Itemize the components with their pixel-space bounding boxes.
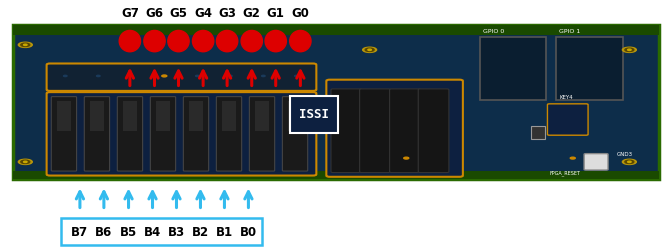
Circle shape <box>163 75 166 77</box>
Circle shape <box>570 157 575 159</box>
Circle shape <box>623 159 636 164</box>
FancyBboxPatch shape <box>331 89 362 173</box>
Circle shape <box>625 48 634 52</box>
Circle shape <box>97 75 100 77</box>
Bar <box>156 101 170 131</box>
Bar <box>13 171 659 179</box>
Circle shape <box>130 75 133 77</box>
FancyBboxPatch shape <box>47 92 316 176</box>
Ellipse shape <box>216 30 238 52</box>
Bar <box>254 101 269 131</box>
Circle shape <box>162 75 166 77</box>
Circle shape <box>404 157 409 159</box>
Circle shape <box>23 44 27 46</box>
FancyBboxPatch shape <box>183 97 208 171</box>
Text: G5: G5 <box>169 7 188 20</box>
Text: KEY4: KEY4 <box>559 95 573 100</box>
Text: B6: B6 <box>95 226 113 239</box>
Text: ISSI: ISSI <box>298 108 329 121</box>
Circle shape <box>365 48 374 52</box>
Bar <box>13 25 659 179</box>
Circle shape <box>21 160 30 164</box>
Circle shape <box>63 75 67 77</box>
Circle shape <box>368 49 372 51</box>
Ellipse shape <box>192 30 214 52</box>
Ellipse shape <box>241 30 262 52</box>
Circle shape <box>19 159 32 164</box>
Ellipse shape <box>144 30 165 52</box>
Text: B1: B1 <box>216 226 233 239</box>
FancyBboxPatch shape <box>216 97 242 171</box>
Circle shape <box>625 160 634 164</box>
Bar <box>556 37 623 100</box>
Ellipse shape <box>265 30 286 52</box>
Bar <box>61 218 262 245</box>
Circle shape <box>19 42 32 47</box>
Bar <box>13 25 659 35</box>
Circle shape <box>21 43 30 47</box>
FancyBboxPatch shape <box>326 80 463 177</box>
FancyBboxPatch shape <box>51 97 77 171</box>
Ellipse shape <box>119 30 141 52</box>
Text: B2: B2 <box>192 226 209 239</box>
Bar <box>57 101 71 131</box>
FancyBboxPatch shape <box>85 97 110 171</box>
FancyBboxPatch shape <box>360 89 390 173</box>
FancyBboxPatch shape <box>418 89 449 173</box>
Bar <box>90 101 105 131</box>
Bar <box>123 101 137 131</box>
Circle shape <box>627 49 631 51</box>
FancyBboxPatch shape <box>47 63 316 91</box>
FancyBboxPatch shape <box>117 97 143 171</box>
Circle shape <box>262 75 265 77</box>
Bar <box>188 101 203 131</box>
Text: G3: G3 <box>218 7 236 20</box>
Text: G1: G1 <box>267 7 284 20</box>
Circle shape <box>23 161 27 163</box>
FancyBboxPatch shape <box>282 97 308 171</box>
Circle shape <box>196 75 199 77</box>
Text: B7: B7 <box>71 226 89 239</box>
Text: B5: B5 <box>120 226 137 239</box>
Text: G4: G4 <box>194 7 212 20</box>
FancyBboxPatch shape <box>390 89 420 173</box>
Text: G0: G0 <box>292 7 309 20</box>
FancyBboxPatch shape <box>151 97 176 171</box>
Circle shape <box>294 75 298 77</box>
Circle shape <box>627 161 631 163</box>
Bar <box>480 37 546 100</box>
Ellipse shape <box>290 30 311 52</box>
Bar <box>288 101 302 131</box>
Bar <box>531 126 545 139</box>
Text: FPGA_RESET: FPGA_RESET <box>549 170 581 176</box>
Text: GND3: GND3 <box>617 152 633 157</box>
Bar <box>222 101 236 131</box>
FancyBboxPatch shape <box>249 97 274 171</box>
Circle shape <box>363 47 376 52</box>
Text: GPIO 1: GPIO 1 <box>559 29 581 34</box>
Text: B3: B3 <box>168 226 185 239</box>
Circle shape <box>623 47 636 52</box>
Text: B4: B4 <box>144 226 161 239</box>
Text: G2: G2 <box>243 7 260 20</box>
Text: G7: G7 <box>121 7 139 20</box>
Text: GPIO 0: GPIO 0 <box>483 29 504 34</box>
Ellipse shape <box>168 30 189 52</box>
FancyBboxPatch shape <box>547 104 588 135</box>
Circle shape <box>228 75 232 77</box>
Text: G6: G6 <box>145 7 164 20</box>
Text: B0: B0 <box>240 226 257 239</box>
FancyBboxPatch shape <box>584 154 608 170</box>
FancyBboxPatch shape <box>290 96 338 133</box>
